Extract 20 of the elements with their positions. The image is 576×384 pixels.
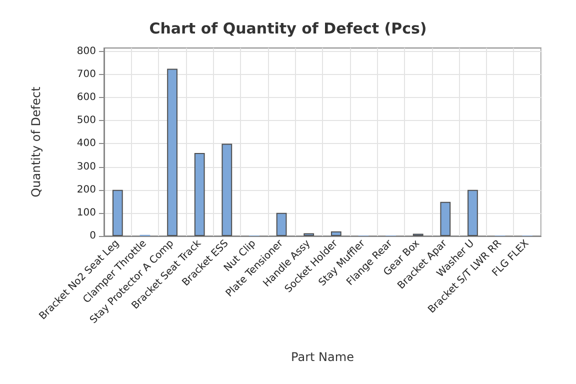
y-tick-label: 400	[76, 138, 96, 150]
bar	[222, 144, 232, 236]
bar	[112, 190, 123, 236]
y-axis-title: Quantity of Defect	[29, 86, 43, 198]
bar	[167, 68, 178, 236]
y-tick-label: 100	[76, 207, 96, 218]
y-tick-label: 0	[90, 230, 96, 242]
y-tick-label: 500	[76, 115, 96, 126]
y-tick-label: 700	[76, 69, 96, 80]
y-tick-label: 800	[76, 46, 96, 57]
bar	[276, 212, 287, 236]
chart-title: Chart of Quantity of Defect (Pcs)	[149, 20, 427, 38]
bar	[194, 152, 205, 236]
y-tick-label: 300	[76, 161, 96, 172]
bar	[330, 231, 342, 236]
y-tick-label: 200	[76, 184, 96, 196]
y-tick-label: 600	[76, 92, 96, 104]
bar	[468, 190, 478, 236]
x-axis-title: Part Name	[291, 350, 354, 364]
bar	[440, 202, 451, 236]
